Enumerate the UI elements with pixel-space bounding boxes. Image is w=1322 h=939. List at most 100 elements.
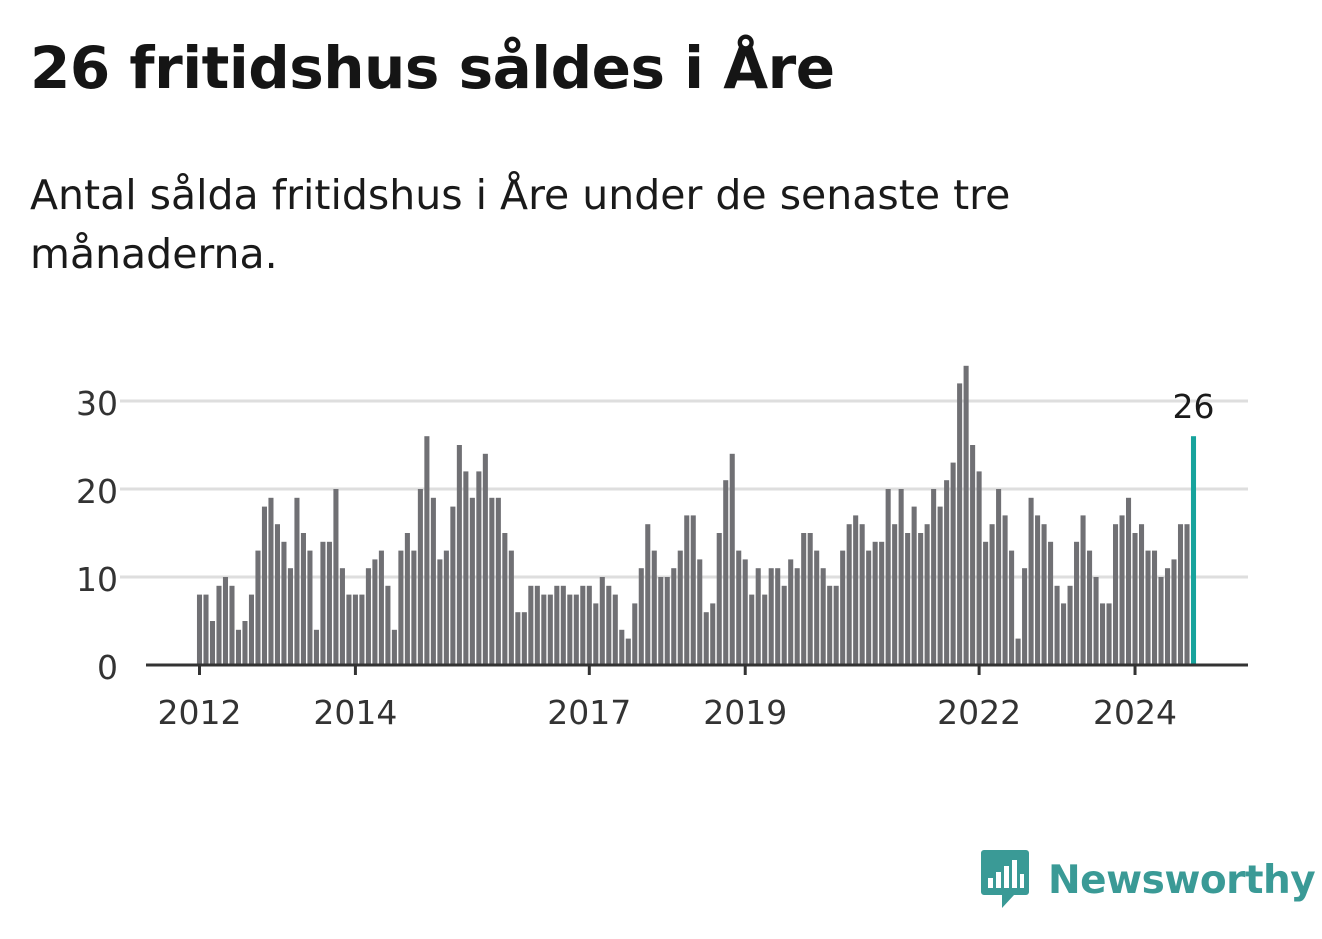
- bar: [989, 524, 995, 665]
- bar: [1087, 550, 1093, 665]
- bar: [307, 550, 313, 665]
- bar: [1041, 524, 1047, 665]
- bar: [807, 533, 813, 665]
- bar: [1106, 603, 1112, 665]
- bar: [326, 541, 332, 665]
- bar: [976, 471, 982, 665]
- bar: [1164, 568, 1171, 665]
- bar: [365, 568, 371, 665]
- bar: [261, 506, 268, 665]
- bar: [794, 568, 800, 665]
- bar: [313, 629, 319, 665]
- bar: [1015, 638, 1021, 665]
- bar: [931, 489, 937, 665]
- bar: [1080, 515, 1086, 665]
- bar: [450, 506, 456, 665]
- bar: [749, 594, 755, 665]
- bar: [372, 559, 378, 665]
- bar: [346, 594, 352, 665]
- bar: [833, 585, 839, 665]
- bar: [742, 559, 748, 665]
- bar: [404, 533, 410, 665]
- bar: [359, 594, 365, 665]
- bar: [820, 568, 826, 665]
- bar: [320, 541, 326, 665]
- bar: [1054, 585, 1060, 665]
- bar: [378, 550, 384, 665]
- bar: [905, 533, 911, 665]
- bar: [476, 471, 482, 665]
- bar: [918, 533, 924, 665]
- bar: [710, 603, 716, 665]
- bar: [612, 594, 618, 665]
- bar: [827, 585, 833, 665]
- bar: [1184, 524, 1190, 665]
- x-tick-label: 2024: [1093, 693, 1177, 732]
- newsworthy-bar-chart-icon: [981, 850, 1029, 908]
- bar: [593, 603, 599, 665]
- bar: [1002, 515, 1008, 665]
- bar: [638, 568, 644, 665]
- bar: [196, 594, 203, 665]
- bar: [599, 577, 605, 665]
- bar: [1093, 577, 1099, 665]
- bar: [489, 497, 495, 665]
- bar: [294, 497, 300, 665]
- bar: [788, 559, 794, 665]
- y-tick-label: 20: [76, 472, 118, 511]
- bar: [203, 594, 209, 665]
- bar: [398, 550, 404, 665]
- bar: [534, 585, 540, 665]
- bar: [300, 533, 306, 665]
- bar: [235, 629, 242, 665]
- bar: [677, 550, 683, 665]
- bar: [456, 445, 462, 665]
- bar: [937, 506, 943, 665]
- bar: [573, 594, 579, 665]
- bar: [645, 524, 651, 665]
- bar: [424, 436, 430, 665]
- chart-subtitle: Antal sålda fritidshus i Åre under de se…: [30, 171, 1011, 278]
- bar: [554, 585, 560, 665]
- bar: [281, 541, 287, 665]
- bar: [242, 621, 248, 665]
- bar: [814, 550, 820, 665]
- x-tick-label: 2022: [937, 693, 1021, 732]
- page-title: 26 fritidshus såldes i Åre: [30, 34, 835, 102]
- bar-latest: [1190, 436, 1197, 665]
- bar: [859, 524, 865, 665]
- bar: [1158, 577, 1164, 665]
- bar: [437, 559, 443, 665]
- bar: [333, 489, 339, 665]
- bar: [209, 621, 216, 665]
- bar: [268, 497, 274, 665]
- x-tick-label: 2017: [547, 693, 631, 732]
- bar: [1061, 603, 1067, 665]
- bar: [762, 594, 768, 665]
- newsworthy-logo: Newsworthy: [980, 848, 1316, 912]
- y-tick-label: 30: [76, 384, 118, 423]
- bar: [892, 524, 898, 665]
- bar: [950, 462, 956, 665]
- bar: [651, 550, 657, 665]
- bar: [1151, 550, 1158, 665]
- last-value-label: 26: [1173, 387, 1215, 426]
- bar: [1022, 568, 1028, 665]
- bar: [385, 585, 391, 665]
- x-tick-label: 2014: [313, 693, 397, 732]
- bar: [866, 550, 872, 665]
- bar: [502, 533, 508, 665]
- x-tick-label: 2012: [158, 693, 242, 732]
- y-tick-label: 0: [97, 648, 118, 687]
- bar: [1171, 559, 1177, 665]
- bar: [983, 541, 989, 665]
- bar: [846, 524, 852, 665]
- bar: [853, 515, 859, 665]
- bar: [229, 585, 235, 665]
- bar: [222, 577, 229, 665]
- bar: [1067, 585, 1073, 665]
- bar: [287, 568, 293, 665]
- bar: [625, 638, 631, 665]
- bar: [775, 568, 781, 665]
- bar: [417, 489, 423, 665]
